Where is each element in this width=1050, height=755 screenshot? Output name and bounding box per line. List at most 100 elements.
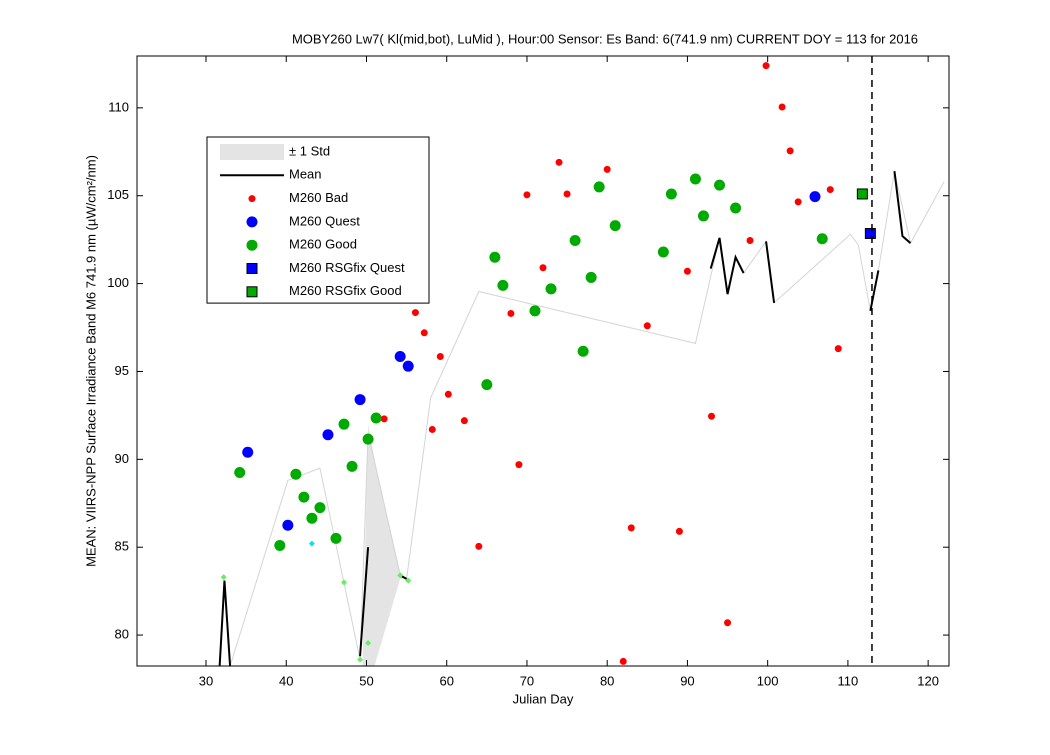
data-point [402,360,414,372]
data-point [627,524,635,532]
x-tick-label: 110 [838,673,859,688]
data-point [746,237,754,245]
data-point [577,345,589,357]
data-point [338,418,350,430]
y-tick-label: 110 [108,99,129,114]
data-point [380,415,388,423]
data-point [864,227,876,239]
data-point [523,191,531,199]
data-point [436,353,444,361]
legend: ± 1 Std Mean M260 Bad M260 Quest M260 Good M2… [206,136,430,304]
diamond-point [397,572,404,579]
legend-swatch [220,144,284,160]
legend-label: M260 Quest [289,213,360,228]
legend-label: M260 RSGfix Quest [289,260,405,275]
y-tick-label: 80 [115,627,129,642]
data-point [246,263,258,274]
data-point [555,158,563,166]
y-axis-label: MEAN: VIIRS-NPP Surface Irradiance Band … [83,155,98,567]
data-point [298,491,310,503]
data-point [714,179,726,191]
data-point [420,329,428,337]
data-point [362,433,374,445]
diamond-point [365,639,372,646]
data-point [643,322,651,330]
data-point [539,264,547,272]
data-point [762,62,770,70]
data-point [809,191,821,203]
data-point [354,394,366,406]
x-tick-label: 60 [439,673,453,688]
data-point [306,512,318,524]
data-point [428,425,436,433]
data-point [730,202,742,214]
axes-box [136,55,950,667]
data-point [330,532,342,544]
data-point [242,446,254,458]
x-tick-label: 30 [199,673,213,688]
x-tick-label: 120 [917,673,939,688]
data-point [322,429,334,441]
data-point [248,195,256,203]
data-point [282,519,294,531]
data-point [689,173,701,185]
data-point [826,186,834,194]
data-point [707,412,715,420]
data-point [683,267,691,275]
diamond-point [357,656,364,663]
data-point [246,239,258,251]
y-tick-label: 90 [115,451,129,466]
diamond-point [308,540,315,547]
data-point [481,379,493,391]
diamond-point [405,577,412,584]
data-point [234,467,246,479]
data-point [290,468,302,480]
data-point [314,502,326,514]
data-point [569,235,581,247]
data-point [411,309,419,317]
data-point [246,216,258,228]
x-tick-label: 40 [279,673,293,688]
legend-label: M260 RSGfix Good [289,283,402,298]
legend-label: M260 Bad [289,190,348,205]
data-point [563,190,571,198]
x-tick-label: 50 [359,673,373,688]
data-point [675,527,683,535]
data-point [444,390,452,398]
data-point [603,165,611,173]
data-point [394,351,406,363]
data-point [724,619,732,627]
data-point [545,283,557,295]
axes: 30 40 50 60 70 80 90 100 110 120 80 85 90 95 100 105 110 [107,55,950,688]
plot-area [218,56,945,666]
data-point [529,305,541,317]
std-band [362,424,407,666]
data-point [816,233,828,245]
data-point [834,345,842,353]
x-tick-label: 100 [757,673,779,688]
data-point [274,539,286,551]
y-tick-label: 85 [115,539,129,554]
data-point [507,309,515,317]
data-point [370,412,382,424]
x-tick-label: 80 [600,673,614,688]
data-point [246,286,258,298]
data-point [778,103,786,111]
diamond-point [220,574,227,581]
data-point [697,210,709,222]
legend-label: ± 1 Std [289,143,330,158]
data-point [475,542,483,550]
data-point [489,251,501,263]
x-axis-label: Julian Day [513,691,574,706]
data-point [657,246,669,258]
data-point [619,657,627,665]
legend-label: M260 Good [289,237,357,252]
x-tick-label: 70 [520,673,534,688]
chart-title: MOBY260 Lw7( Kl(mid,bot), LuMid ), Hour:… [292,31,918,46]
legend-box [206,136,430,304]
data-point [856,188,868,200]
x-tick-label: 90 [680,673,694,688]
data-point [497,279,509,291]
data-point [585,271,597,283]
